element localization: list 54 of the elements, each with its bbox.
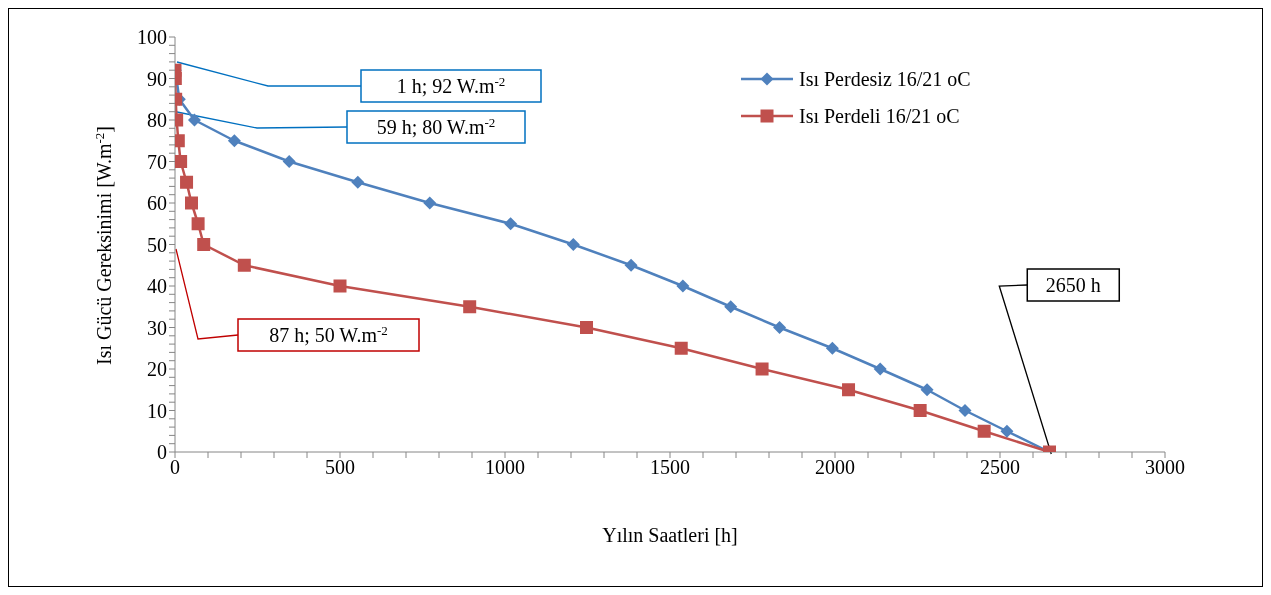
point — [180, 175, 194, 189]
y-tick-label: 10 — [147, 399, 167, 422]
annotation: 2650 h — [1045, 274, 1101, 296]
point — [566, 238, 580, 251]
point — [873, 362, 887, 376]
point — [1000, 424, 1014, 438]
point — [423, 196, 437, 210]
point — [351, 175, 365, 189]
y-tick-label: 90 — [147, 67, 167, 90]
point — [237, 258, 251, 272]
point — [676, 279, 690, 293]
point — [825, 341, 839, 355]
point — [191, 217, 205, 231]
y-tick-label: 40 — [147, 275, 167, 298]
point — [920, 383, 934, 397]
point — [958, 404, 972, 417]
x-tick-label: 2500 — [980, 456, 1020, 479]
x-tick-label: 2000 — [815, 456, 855, 479]
point — [187, 113, 201, 127]
annotation: 1 h; 92 W.m$^{-2}$ — [396, 73, 506, 97]
y-tick-label: 50 — [147, 233, 167, 256]
point — [977, 424, 991, 438]
y-tick-label: 30 — [147, 316, 167, 339]
point — [913, 404, 927, 417]
legend-label: Isı Perdeli 16/21 oC — [799, 105, 960, 127]
point — [580, 321, 594, 334]
point — [227, 134, 241, 148]
y-tick-label: 70 — [147, 150, 167, 173]
annotation: 87 h; 50 W.m$^{-2}$ — [269, 322, 388, 346]
annotation: 59 h; 80 W.m$^{-2}$ — [376, 114, 496, 138]
point — [282, 155, 296, 168]
point — [724, 300, 738, 314]
y-tick-label: 100 — [137, 26, 167, 49]
y-tick-label: 0 — [157, 441, 167, 464]
point — [333, 279, 347, 293]
y-tick-label: 20 — [147, 358, 167, 381]
x-tick-label: 1000 — [485, 456, 525, 479]
point — [773, 321, 787, 334]
point — [185, 196, 198, 210]
point — [197, 238, 211, 251]
y-tick-label: 60 — [147, 192, 167, 215]
point — [504, 217, 518, 231]
point — [463, 300, 477, 314]
x-tick-label: 500 — [325, 456, 355, 479]
x-axis-title: Yılın Saatleri [h] — [602, 524, 738, 546]
point — [674, 341, 688, 355]
legend-label: Isı Perdesiz 16/21 oC — [799, 68, 971, 90]
x-tick-label: 1500 — [650, 456, 690, 479]
point — [755, 362, 769, 376]
x-tick-label: 3000 — [1145, 456, 1185, 479]
point — [175, 155, 188, 168]
point — [624, 258, 638, 272]
point — [842, 383, 856, 397]
y-tick-label: 80 — [147, 109, 167, 132]
